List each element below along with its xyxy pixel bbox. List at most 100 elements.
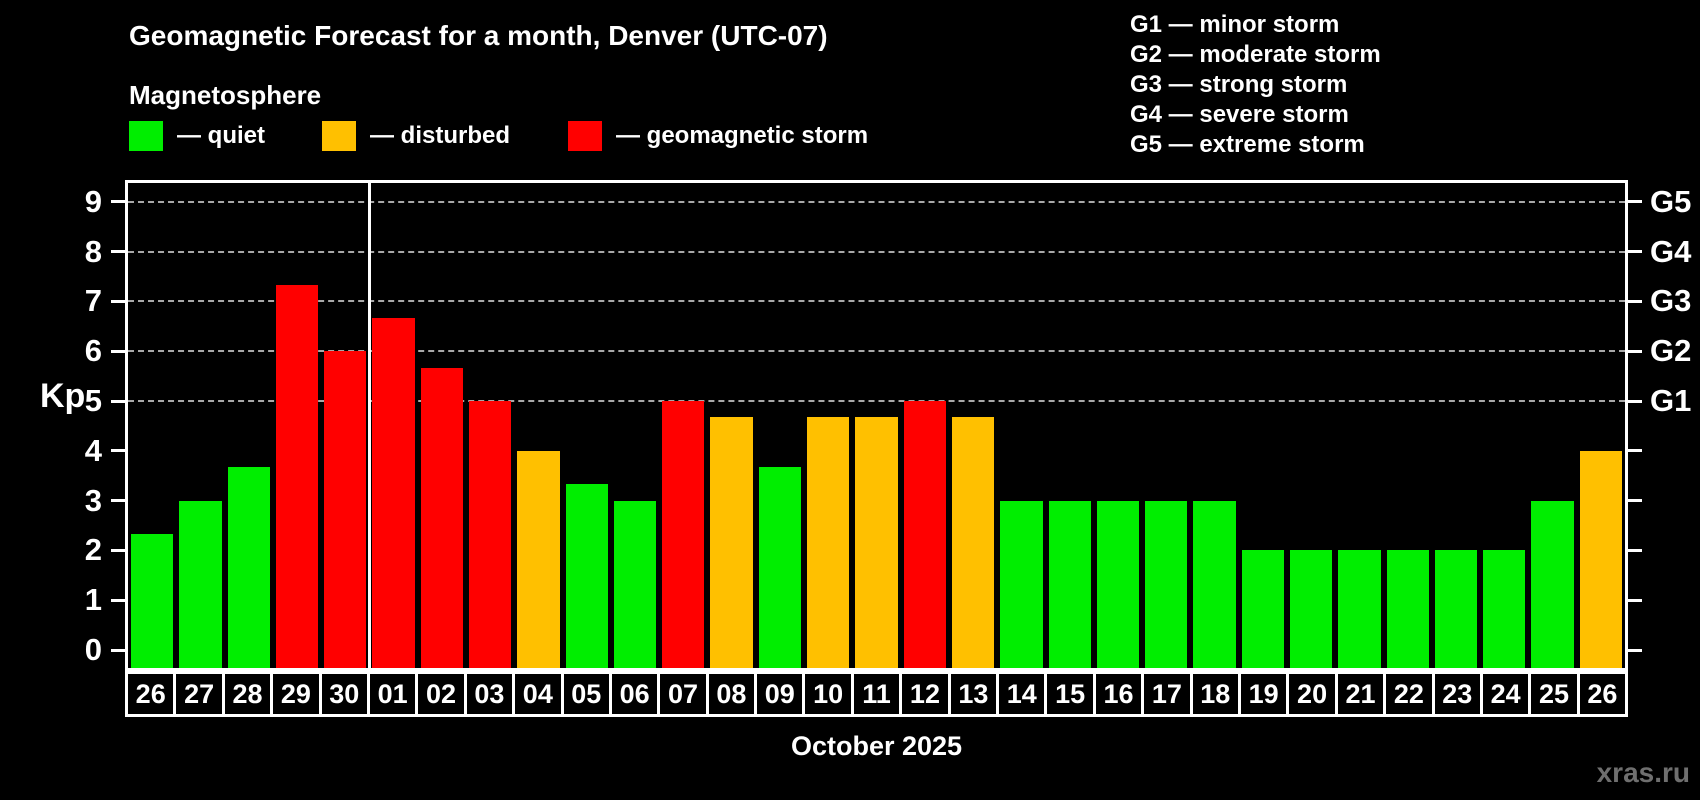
y-axis-tick-left-1 xyxy=(111,598,125,602)
day-label-cell-03: 03 xyxy=(466,674,516,714)
kp-bar-day-07 xyxy=(662,401,705,668)
kp-bar-day-03 xyxy=(469,401,512,668)
y-axis-tick-right-3 xyxy=(1628,499,1642,503)
y-axis-tick-label-6: 6 xyxy=(84,333,102,369)
day-label-cell-11: 11 xyxy=(853,674,903,714)
kp-bar-day-23 xyxy=(1434,550,1478,668)
legend-label-disturbed: — disturbed xyxy=(370,122,511,149)
month-boundary-line xyxy=(367,183,371,668)
kp-bar-day-21 xyxy=(1338,550,1381,668)
chart-title: Geomagnetic Forecast for a month, Denver… xyxy=(129,20,828,51)
kp-bar-day-17 xyxy=(1145,500,1188,668)
kp-bar-day-14 xyxy=(1000,500,1043,668)
day-label-cell-16: 16 xyxy=(1095,674,1145,714)
g-legend-line-g3: G3 — strong storm xyxy=(1130,71,1348,98)
y-axis-tick-right-4 xyxy=(1628,449,1642,453)
kp-bar-day-16 xyxy=(1096,500,1140,668)
kp-bar-day-30 xyxy=(324,351,367,668)
day-label-cell-07: 07 xyxy=(660,674,709,714)
kp-bar-day-13 xyxy=(951,417,995,668)
g-scale-label-G4: G4 xyxy=(1650,233,1692,269)
g-legend-line-g1: G1 — minor storm xyxy=(1130,11,1340,38)
y-axis-tick-left-3 xyxy=(111,499,125,503)
day-label-cell-08: 08 xyxy=(708,674,758,714)
kp-bar-day-26 xyxy=(1579,450,1622,668)
y-axis-tick-left-5 xyxy=(111,399,125,403)
day-label-cell-01: 01 xyxy=(369,674,419,714)
y-axis-title: Kp xyxy=(40,377,86,415)
day-label-cell-17: 17 xyxy=(1144,674,1193,714)
day-label-cell-24: 24 xyxy=(1482,674,1532,714)
kp-bar-day-02 xyxy=(420,367,464,668)
legend-item-storm: — geomagnetic storm xyxy=(568,120,868,152)
legend-label-quiet: — quiet xyxy=(177,122,265,149)
day-label-cell-02: 02 xyxy=(418,674,467,714)
kp-bar-day-05 xyxy=(565,484,608,668)
gridline-kp7 xyxy=(128,300,1625,303)
day-label-cell-26: 26 xyxy=(1579,674,1626,714)
kp-bar-day-01 xyxy=(372,317,415,668)
y-axis-tick-left-0 xyxy=(111,648,125,652)
day-label-cell-26: 26 xyxy=(128,674,177,714)
y-axis-tick-label-3: 3 xyxy=(84,482,102,518)
y-axis-tick-label-9: 9 xyxy=(84,183,102,219)
y-axis-tick-label-7: 7 xyxy=(84,283,102,319)
kp-bar-day-18 xyxy=(1193,500,1236,668)
g-scale-label-G1: G1 xyxy=(1650,383,1692,418)
y-axis-tick-left-4 xyxy=(111,449,125,453)
plot-area xyxy=(128,183,1625,668)
day-label-cell-14: 14 xyxy=(999,674,1048,714)
day-labels-row: 26 27 28 29 30 01 02 03 04 05 06 07 08 09 10 11 12 13 14 15… xyxy=(125,671,1628,717)
y-axis-tick-label-4: 4 xyxy=(84,432,102,468)
y-axis-tick-right-6 xyxy=(1628,349,1642,353)
kp-bar-day-10 xyxy=(807,417,850,668)
day-label-cell-28: 28 xyxy=(224,674,274,714)
plot-frame xyxy=(125,180,1628,671)
day-label-cell-04: 04 xyxy=(515,674,564,714)
y-axis-tick-label-8: 8 xyxy=(84,233,102,269)
kp-bar-day-09 xyxy=(758,467,802,668)
kp-bar-day-04 xyxy=(517,450,560,668)
g-scale-legend: G1 — minor storm G2 — moderate storm G3 … xyxy=(1130,10,1381,160)
kp-bar-day-15 xyxy=(1048,500,1091,668)
kp-bar-day-24 xyxy=(1483,550,1526,668)
g-legend-line-g5: G5 — extreme storm xyxy=(1130,131,1365,158)
gridline-kp9 xyxy=(128,200,1625,203)
day-label-cell-21: 21 xyxy=(1337,674,1387,714)
gridline-kp8 xyxy=(128,250,1625,253)
y-axis-tick-left-9 xyxy=(111,200,125,204)
day-label-cell-23: 23 xyxy=(1434,674,1483,714)
kp-bar-day-22 xyxy=(1386,550,1429,668)
g-scale-label-G3: G3 xyxy=(1650,283,1692,319)
disturbed-color-swatch xyxy=(322,121,356,151)
legend-item-quiet: — quiet xyxy=(129,120,265,152)
y-axis-tick-right-1 xyxy=(1628,598,1642,602)
y-axis-tick-right-5 xyxy=(1628,399,1642,403)
y-axis-tick-left-7 xyxy=(111,299,125,303)
day-label-cell-05: 05 xyxy=(563,674,612,714)
storm-color-swatch xyxy=(568,121,602,151)
day-label-cell-27: 27 xyxy=(176,674,225,714)
y-axis-tick-left-6 xyxy=(111,349,125,353)
kp-bar-day-12 xyxy=(903,401,946,668)
day-label-cell-18: 18 xyxy=(1192,674,1241,714)
day-label-cell-12: 12 xyxy=(902,674,951,714)
y-axis-tick-label-0: 0 xyxy=(84,632,102,667)
day-label-cell-10: 10 xyxy=(805,674,854,714)
legend-label-storm: — geomagnetic storm xyxy=(616,122,869,149)
y-axis-tick-right-7 xyxy=(1628,299,1642,303)
kp-bar-day-08 xyxy=(710,417,753,668)
kp-bar-day-06 xyxy=(613,500,657,668)
day-label-cell-09: 09 xyxy=(757,674,806,714)
day-label-cell-19: 19 xyxy=(1240,674,1290,714)
y-axis-tick-right-2 xyxy=(1628,548,1642,552)
y-axis-tick-right-0 xyxy=(1628,648,1642,652)
y-axis-tick-label-2: 2 xyxy=(84,532,102,568)
day-label-cell-15: 15 xyxy=(1047,674,1096,714)
y-axis-tick-label-1: 1 xyxy=(84,582,102,618)
g-legend-line-g2: G2 — moderate storm xyxy=(1130,41,1381,68)
y-axis-tick-left-2 xyxy=(111,548,125,552)
gridline-kp6 xyxy=(128,350,1625,353)
day-label-cell-25: 25 xyxy=(1531,674,1580,714)
